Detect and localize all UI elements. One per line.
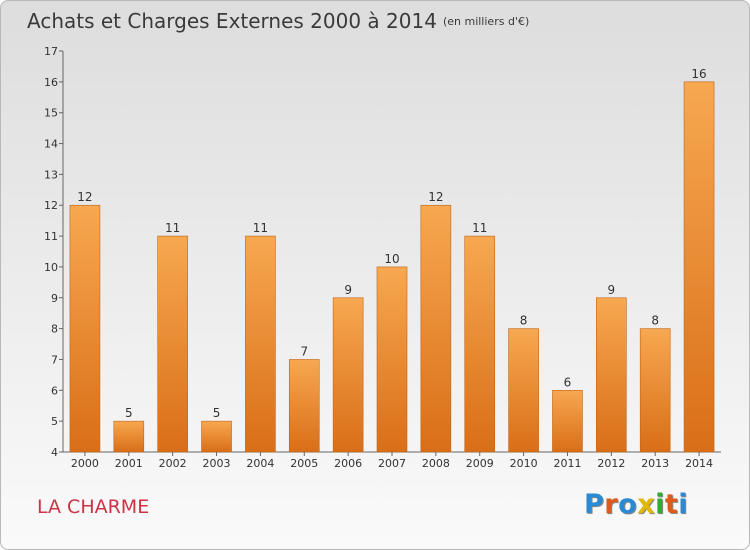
- proxiti-logo[interactable]: Proxiti: [584, 489, 688, 520]
- bar: [245, 235, 276, 453]
- bar: [420, 204, 452, 453]
- bar: [464, 235, 496, 453]
- logo-letter: x: [637, 489, 656, 520]
- x-tick-label: 2008: [422, 457, 450, 470]
- bar-value-label: 5: [125, 406, 133, 420]
- bar: [552, 390, 583, 453]
- x-tick-label: 2009: [466, 457, 494, 470]
- y-tick-label: 6: [51, 384, 58, 397]
- x-tick-label: 2004: [246, 457, 274, 470]
- y-tick-label: 10: [44, 261, 58, 274]
- y-tick-label: 7: [51, 353, 58, 366]
- town-name: LA CHARME: [37, 496, 150, 518]
- x-tick-label: 2000: [71, 457, 99, 470]
- x-tick-label: 2002: [159, 457, 187, 470]
- x-tick-label: 2014: [685, 457, 713, 470]
- logo-letter: P: [584, 489, 605, 520]
- y-tick-label: 5: [51, 415, 58, 428]
- logo-letter: r: [604, 489, 619, 520]
- bar: [683, 81, 715, 453]
- y-tick-label: 16: [44, 76, 58, 89]
- bar: [508, 328, 539, 453]
- y-tick-label: 13: [44, 168, 58, 181]
- bar: [596, 297, 627, 453]
- x-tick-label: 2007: [378, 457, 406, 470]
- x-tick-label: 2003: [203, 457, 231, 470]
- x-tick-label: 2010: [510, 457, 538, 470]
- y-tick-label: 14: [44, 138, 58, 151]
- logo-letter: i: [655, 489, 665, 520]
- chart-title-text: Achats et Charges Externes 2000 à 2014: [27, 9, 437, 33]
- bar-value-label: 10: [384, 252, 399, 266]
- bar: [376, 266, 408, 453]
- bar: [332, 297, 364, 453]
- bar-value-label: 11: [472, 221, 487, 235]
- x-tick-label: 2006: [334, 457, 362, 470]
- y-tick-label: 9: [51, 292, 58, 305]
- logo-letter: o: [618, 489, 638, 520]
- bar: [288, 359, 320, 453]
- bar-value-label: 11: [253, 221, 268, 235]
- y-tick-label: 15: [44, 107, 58, 120]
- bar-value-label: 5: [213, 406, 221, 420]
- bar-value-label: 8: [651, 314, 659, 328]
- bar-value-label: 9: [344, 283, 352, 297]
- bar: [201, 420, 232, 453]
- bar-value-label: 9: [608, 283, 616, 297]
- bar: [157, 235, 188, 453]
- y-tick-label: 11: [44, 230, 58, 243]
- x-tick-label: 2011: [553, 457, 581, 470]
- x-tick-label: 2012: [597, 457, 625, 470]
- logo-letter: i: [678, 489, 689, 520]
- x-tick-label: 2005: [290, 457, 318, 470]
- bar: [639, 328, 671, 453]
- bar-value-label: 8: [520, 314, 528, 328]
- bar: [69, 204, 101, 453]
- bar-value-label: 12: [428, 190, 443, 204]
- bar-value-label: 7: [300, 344, 308, 358]
- x-tick-label: 2013: [641, 457, 669, 470]
- chart-title: Achats et Charges Externes 2000 à 2014 (e…: [27, 9, 529, 33]
- x-tick-label: 2001: [115, 457, 143, 470]
- logo-letter: t: [664, 489, 679, 520]
- chart-unit: (en milliers d'€): [442, 15, 530, 28]
- bar-value-label: 16: [691, 67, 706, 81]
- y-tick-label: 4: [51, 446, 58, 459]
- bar: [113, 420, 145, 453]
- y-tick-label: 17: [44, 45, 58, 58]
- bar-value-label: 11: [165, 221, 180, 235]
- y-tick-label: 8: [51, 323, 58, 336]
- bar-value-label: 12: [77, 190, 92, 204]
- bar-value-label: 6: [564, 375, 572, 389]
- y-tick-label: 12: [44, 199, 58, 212]
